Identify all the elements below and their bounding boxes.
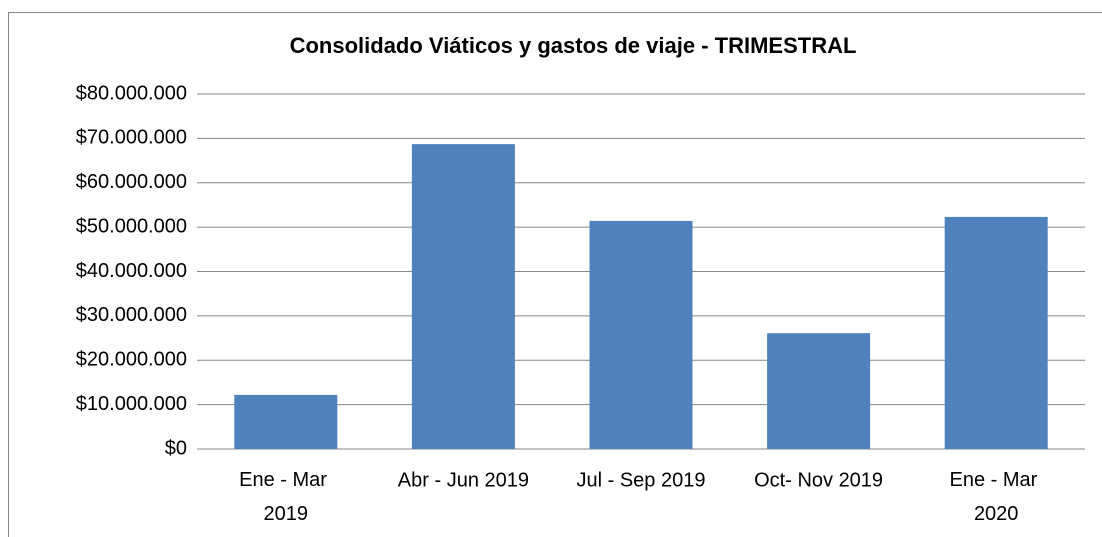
y-tick-label: $20.000.000 [76,349,187,371]
y-tick-label: $40.000.000 [76,260,187,282]
x-tick-label: Ene - Mar 2019 [239,469,332,525]
chart-title: Consolidado Viáticos y gastos de viaje -… [290,33,857,58]
x-tick-label: Oct- Nov 2019 [754,469,883,491]
y-tick-label: $10.000.000 [76,393,187,415]
bar [411,144,515,450]
x-tick-label: Ene - Mar 2020 [950,469,1043,525]
y-tick-label: $60.000.000 [76,171,187,193]
x-tick-label: Jul - Sep 2019 [577,469,706,491]
y-tick-label: $50.000.000 [76,215,187,237]
chart-border [8,12,1102,537]
bar [767,333,871,449]
x-tick-label: Abr - Jun 2019 [398,469,529,491]
y-tick-label: $0 [165,437,187,459]
bar [234,394,338,449]
y-tick-label: $30.000.000 [76,304,187,326]
bar [589,220,693,449]
y-tick-label: $70.000.000 [76,127,187,149]
y-tick-label: $80.000.000 [76,82,187,104]
bar [944,216,1048,449]
